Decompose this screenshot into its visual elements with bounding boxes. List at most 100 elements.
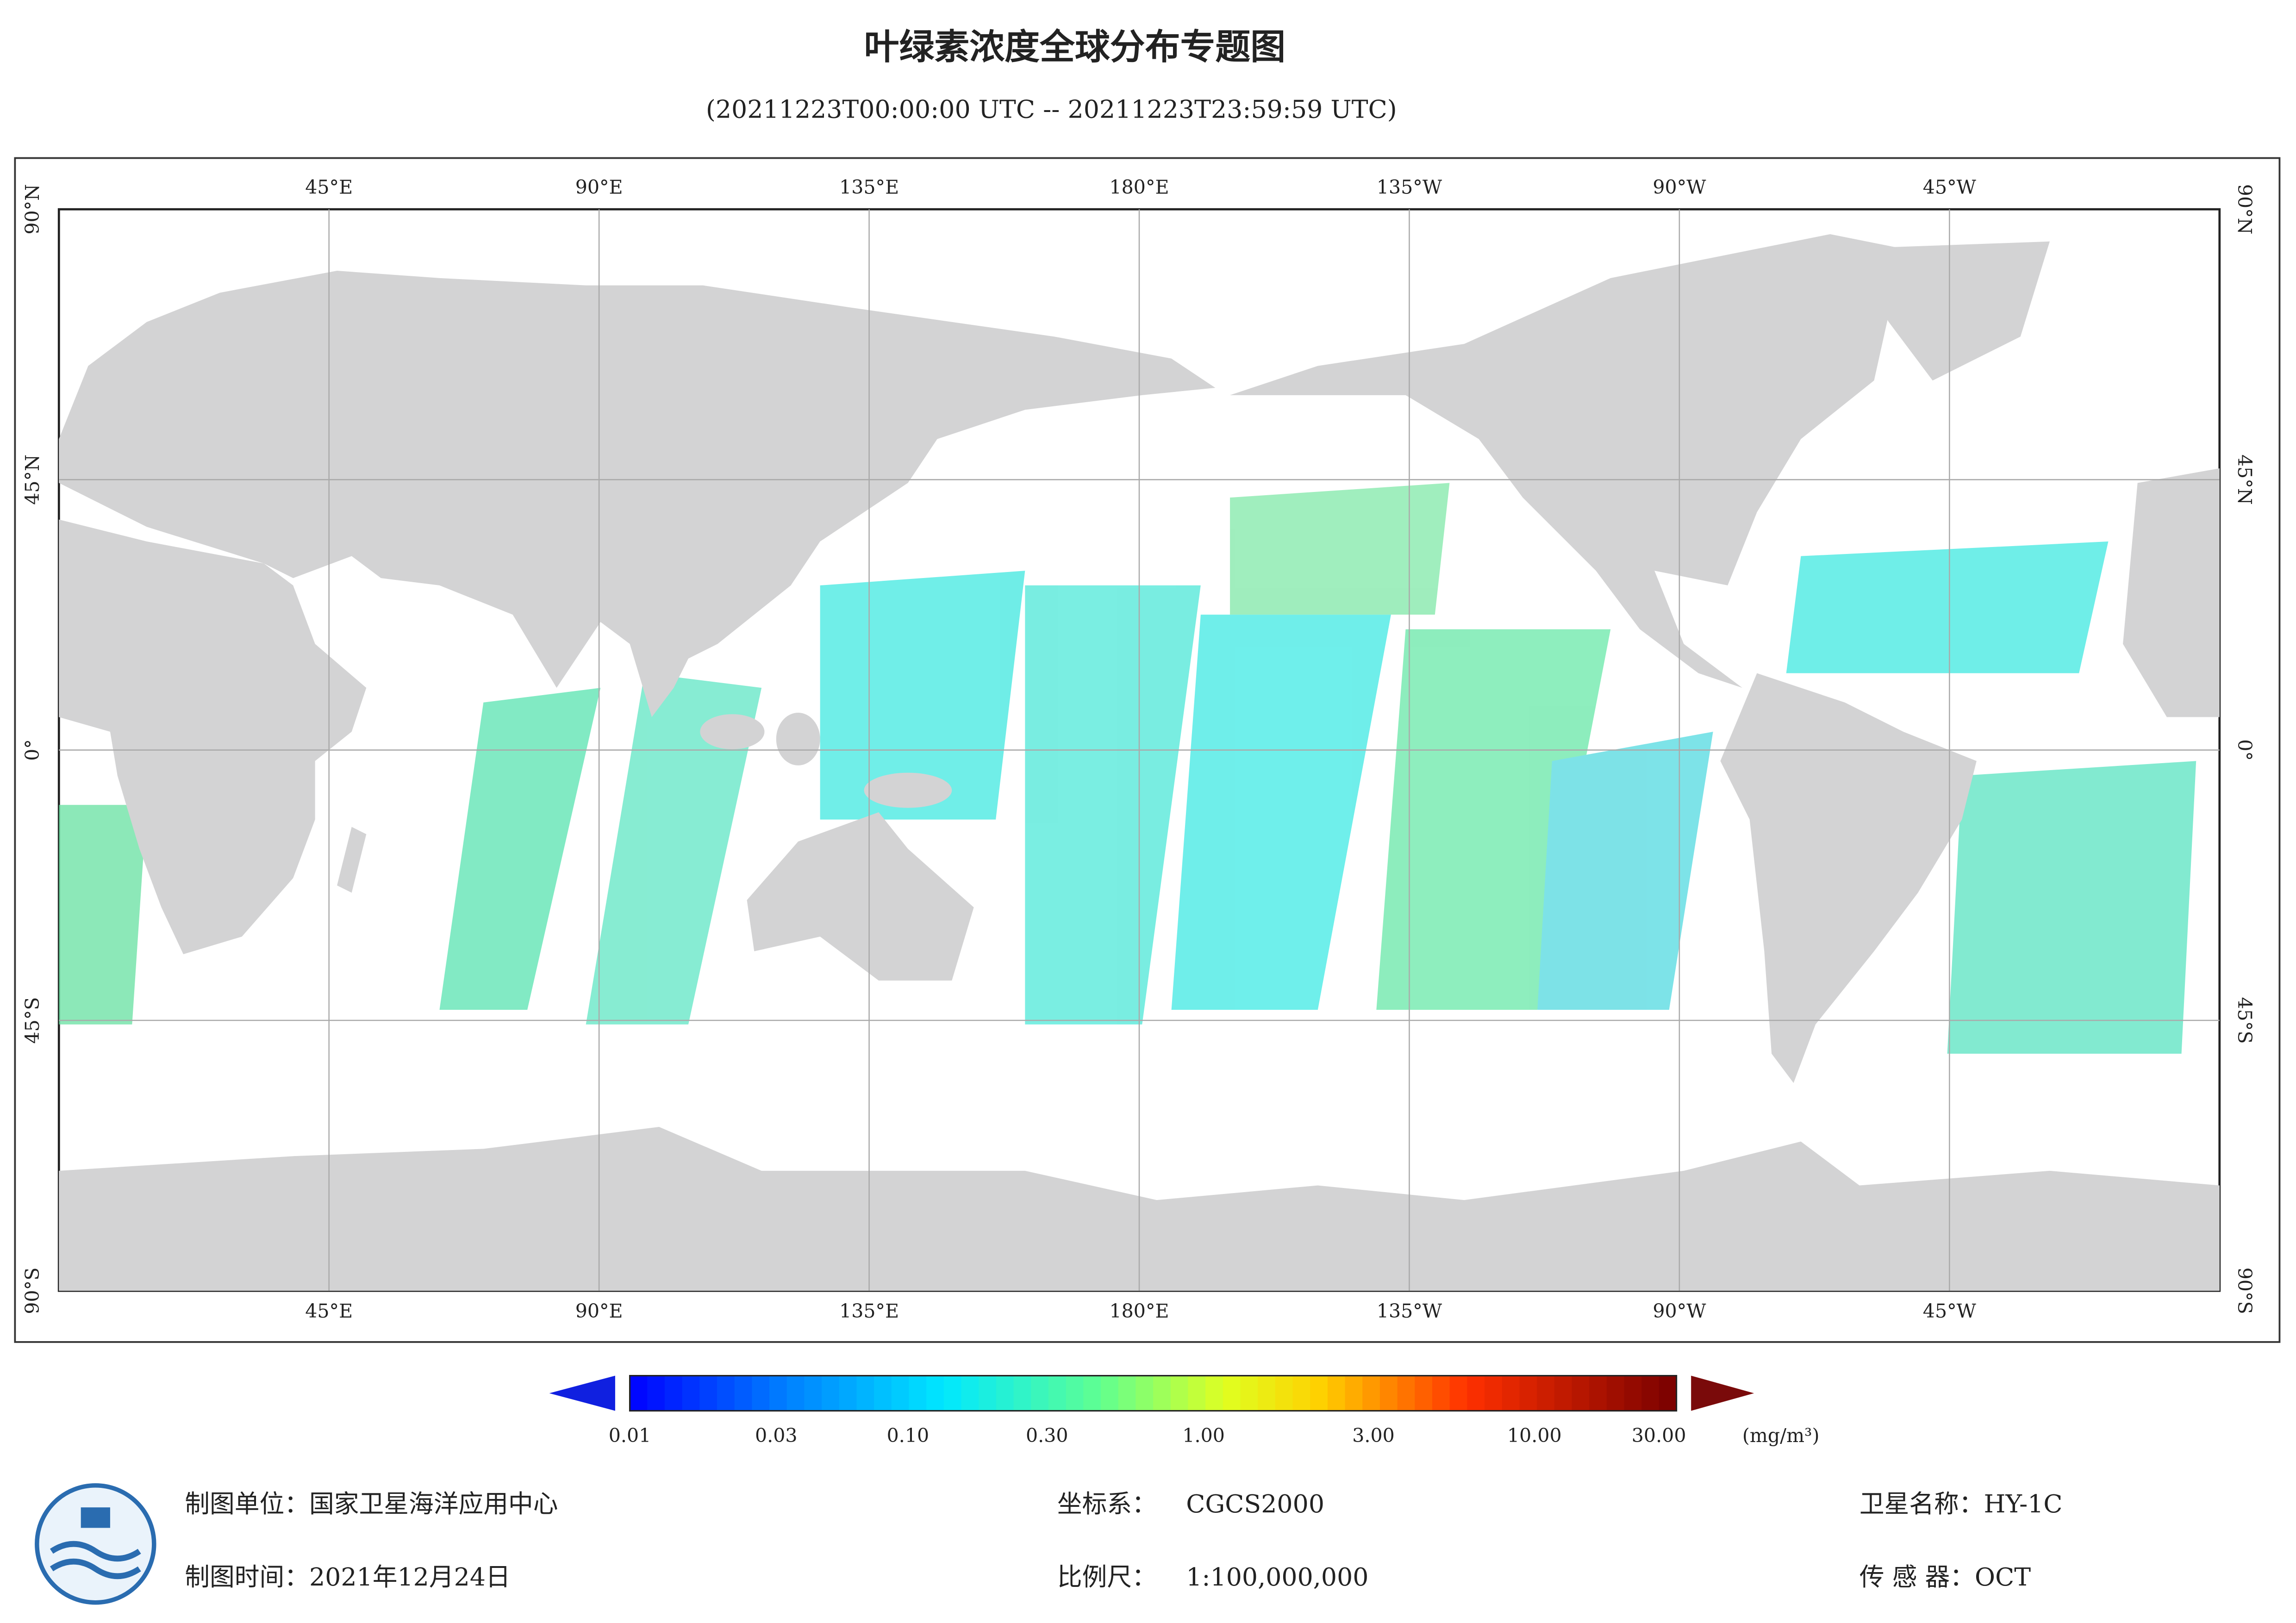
logo-wave <box>50 1541 141 1562</box>
latitude-label-right: 90°N <box>2234 184 2256 235</box>
latitude-label-right: 45°S <box>2234 997 2256 1044</box>
colorbar-step <box>1153 1375 1171 1411</box>
colorbar-step <box>874 1375 892 1411</box>
swath <box>1171 615 1391 1010</box>
swath <box>1786 541 2109 673</box>
colorbar-label: 0.01 <box>609 1424 651 1447</box>
colorbar-step <box>769 1375 787 1411</box>
swaths <box>59 483 2196 1054</box>
colorbar-step <box>1432 1375 1450 1411</box>
producer: 制图单位：国家卫星海洋应用中心 <box>185 1489 558 1518</box>
swath <box>439 688 601 1010</box>
greenland <box>1845 241 2050 381</box>
longitude-label-top: 90°W <box>1653 176 1706 198</box>
colorbar-step <box>1641 1375 1660 1411</box>
latitude-label-right: 45°N <box>2234 454 2256 505</box>
colorbar-step <box>1310 1375 1328 1411</box>
sensor: 传 感 器：OCT <box>1859 1562 2031 1592</box>
longitude-label-top: 45°W <box>1923 176 1977 198</box>
colorbar-step <box>647 1375 665 1411</box>
latitude-label-left: 45°S <box>21 997 44 1044</box>
colorbar-step <box>717 1375 735 1411</box>
colorbar-step <box>630 1375 648 1411</box>
island <box>776 713 820 765</box>
logo <box>35 1483 156 1605</box>
colorbar-step <box>1415 1375 1433 1411</box>
north-america <box>1230 234 1903 688</box>
colorbar-step <box>1659 1375 1677 1411</box>
madagascar <box>337 827 367 893</box>
colorbar-step <box>1327 1375 1346 1411</box>
swath <box>59 805 147 1025</box>
latitude-label-left: 45°N <box>21 454 44 505</box>
colorbar-label: 30.00 <box>1632 1424 1686 1447</box>
colorbar-high-arrow <box>1691 1375 1754 1411</box>
production-date: 制图时间：2021年12月24日 <box>185 1562 511 1592</box>
colorbar-step <box>1275 1375 1293 1411</box>
swath <box>1537 732 1713 1010</box>
colorbar-label: 10.00 <box>1507 1424 1562 1447</box>
colorbar-step <box>961 1375 980 1411</box>
map <box>57 208 2221 1292</box>
graticule <box>59 209 2220 1291</box>
colorbar-step <box>1572 1375 1590 1411</box>
colorbar-step <box>1118 1375 1136 1411</box>
map-frame <box>14 157 2281 1343</box>
colorbar-step <box>699 1375 718 1411</box>
subtitle: (20211223T00:00:00 UTC -- 20211223T23:59… <box>706 94 1397 124</box>
longitude-label-bottom: 180°E <box>1110 1300 1169 1322</box>
colorbar-step <box>1048 1375 1067 1411</box>
colorbar-step <box>822 1375 840 1411</box>
colorbar-step <box>1345 1375 1363 1411</box>
longitude-label-top: 90°E <box>575 176 623 198</box>
colorbar-step <box>856 1375 875 1411</box>
latitude-label-right: 0° <box>2234 739 2256 761</box>
colorbar-step <box>804 1375 823 1411</box>
logo-ring <box>35 1483 156 1605</box>
latitude-label-left: 90°N <box>21 184 44 235</box>
swath <box>1947 761 2196 1054</box>
swath <box>1230 483 1450 615</box>
crs: CGCS2000 <box>1186 1489 1324 1518</box>
colorbar-step <box>1205 1375 1223 1411</box>
scale-label: 比例尺： <box>1057 1562 1157 1592</box>
colorbar-step <box>1379 1375 1398 1411</box>
colorbar-step <box>664 1375 683 1411</box>
colorbar-border <box>629 1374 1678 1412</box>
colorbar-low-arrow <box>549 1375 615 1411</box>
colorbar-step <box>926 1375 944 1411</box>
latitude-label-left: 90°S <box>21 1268 44 1314</box>
longitude-label-bottom: 90°W <box>1653 1300 1706 1322</box>
africa-east-edge <box>2123 468 2220 717</box>
colorbar-step <box>1188 1375 1206 1411</box>
colorbar-label: 0.10 <box>887 1424 930 1447</box>
latitude-label-left: 0° <box>21 739 44 761</box>
colorbar-step <box>734 1375 753 1411</box>
colorbar-label: 0.30 <box>1026 1424 1068 1447</box>
colorbar-step <box>1223 1375 1241 1411</box>
colorbar-step <box>943 1375 962 1411</box>
colorbar-step <box>1258 1375 1276 1411</box>
colorbar-label: 3.00 <box>1352 1424 1395 1447</box>
crs-label: 坐标系： <box>1057 1489 1157 1518</box>
colorbar-step <box>1502 1375 1520 1411</box>
longitude-label-bottom: 135°W <box>1377 1300 1442 1322</box>
island <box>864 772 952 808</box>
colorbar-step <box>996 1375 1014 1411</box>
longitude-label-bottom: 45°W <box>1923 1300 1977 1322</box>
colorbar-ramp <box>630 1375 1677 1411</box>
longitude-label-top: 180°E <box>1110 176 1169 198</box>
logo-satellite <box>81 1507 110 1528</box>
colorbar-step <box>1013 1375 1032 1411</box>
colorbar-label: 0.03 <box>755 1424 798 1447</box>
australia <box>747 812 974 981</box>
colorbar-unit: (mg/m³) <box>1742 1424 1820 1447</box>
colorbar-step <box>1031 1375 1049 1411</box>
south-america <box>1720 673 1977 1083</box>
africa <box>59 519 367 954</box>
colorbar-step <box>1240 1375 1259 1411</box>
colorbar-step <box>1485 1375 1503 1411</box>
colorbar-step <box>1519 1375 1538 1411</box>
longitude-label-top: 135°W <box>1377 176 1442 198</box>
